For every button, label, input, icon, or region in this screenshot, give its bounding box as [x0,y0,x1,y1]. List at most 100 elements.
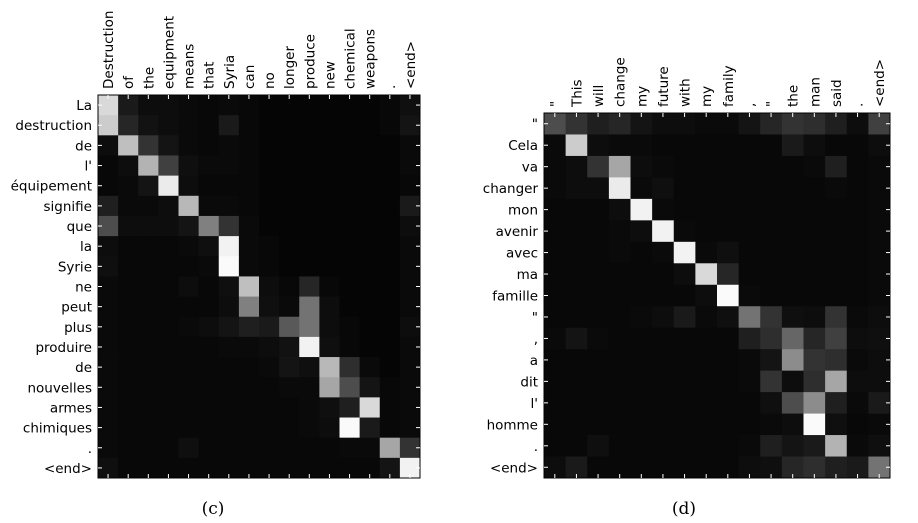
heatmap-cell-d-r4-c5 [652,198,675,221]
heatmap-cell-d-r7-c15 [868,263,891,286]
heatmap-cell-d-r6-c5 [652,241,675,264]
heatmap-cell-c-r16-c5 [198,417,220,439]
heatmap-cell-c-r4-c7 [238,175,260,197]
heatmap-cell-c-r9-c11 [319,276,340,297]
heatmap-cell-c-r4-c13 [359,175,381,197]
heatmap-cell-d-r9-c8 [717,306,740,329]
heatmap-cell-d-r6-c2 [587,241,610,264]
heatmap-cell-d-r11-c10 [760,349,783,372]
heatmap-cell-d-r15-c5 [652,435,675,457]
heatmap-cell-c-r10-c13 [359,296,381,318]
heatmap-cell-d-r15-c7 [695,435,718,457]
x-tick-label-d-15: <end> [872,59,888,107]
heatmap-cell-d-r13-c7 [695,392,718,414]
heatmap-cell-c-r4-c9 [279,175,300,197]
heatmap-cell-d-r1-c13 [825,134,848,157]
x-tick-label-c-12: chemical [343,28,359,89]
heatmap-cell-c-r9-c15 [399,276,421,297]
heatmap-cell-c-r1-c2 [138,115,159,136]
heatmap-cell-c-r12-c10 [299,336,320,358]
heatmap-cell-d-r16-c1 [565,456,588,479]
heatmap-cell-c-r9-c9 [279,276,300,297]
heatmap-cell-d-r12-c12 [803,370,826,393]
y-tick-label-c-4: équipement [11,179,92,195]
heatmap-cell-d-r1-c7 [695,134,718,157]
heatmap-cell-c-r4-c11 [319,175,340,197]
heatmap-cell-c-r9-c8 [259,276,280,297]
heatmap-cell-c-r8-c14 [379,256,401,277]
heatmap-cell-d-r0-c6 [673,113,696,135]
y-tick-label-d-15: . [534,439,538,455]
heatmap-cell-c-r11-c11 [319,316,340,338]
heatmap-cell-c-r11-c12 [339,316,361,338]
heatmap-cell-d-r11-c9 [738,349,761,372]
heatmap-cell-c-r18-c14 [379,457,401,479]
heatmap-cell-d-r13-c11 [781,392,804,414]
heatmap-cell-d-r10-c5 [652,327,675,350]
x-tick-label-d-11: the [786,85,802,107]
heatmap-cell-d-r15-c14 [846,435,869,457]
heatmap-cell-d-r6-c11 [781,241,804,264]
heatmap-cell-d-r3-c8 [717,177,740,200]
heatmap-cell-c-r0-c0 [98,95,119,116]
heatmap-cell-d-r10-c2 [587,327,610,350]
heatmap-cell-c-r2-c11 [319,135,340,156]
heatmap-cell-c-r0-c1 [118,95,139,116]
heatmap-cell-d-r12-c13 [825,370,848,393]
x-tick-label-d-6: with [678,78,694,107]
heatmap-cell-c-r3-c11 [319,155,340,177]
heatmap-cell-c-r9-c12 [339,276,361,297]
heatmap-cell-c-r3-c13 [359,155,381,177]
heatmap-cell-c-r1-c8 [259,115,280,136]
heatmap-cell-c-r8-c2 [138,256,159,277]
heatmap-cell-d-r9-c13 [825,306,848,329]
heatmap-cell-c-r3-c12 [339,155,361,177]
heatmap-cell-d-r5-c3 [608,220,631,243]
y-tick-label-c-9: ne [75,280,92,296]
heatmap-cell-c-r3-c9 [279,155,300,177]
heatmap-cell-d-r15-c2 [587,435,610,457]
heatmap-cell-c-r6-c1 [118,215,139,237]
heatmap-cell-c-r16-c4 [178,417,200,439]
heatmap-cell-d-r1-c9 [738,134,761,157]
heatmap-cell-c-r3-c14 [379,155,401,177]
heatmap-cell-c-r16-c3 [158,417,179,439]
heatmap-cell-c-r16-c11 [319,417,340,439]
heatmap-cell-d-r7-c11 [781,263,804,286]
heatmap-panel-d: (d) " This will change my future with my family,… [483,57,891,519]
heatmap-cell-d-r6-c8 [717,241,740,264]
heatmap-cell-d-r8-c4 [630,284,653,307]
heatmap-cell-c-r15-c8 [259,397,280,418]
x-tick-label-c-14: . [383,85,399,89]
heatmap-cell-c-r16-c12 [339,417,361,439]
heatmap-cell-c-r14-c15 [399,377,421,398]
heatmap-cell-d-r16-c14 [846,456,869,479]
heatmap-cell-d-r10-c11 [781,327,804,350]
heatmap-cell-c-r11-c2 [138,316,159,338]
heatmap-cell-c-r17-c12 [339,437,361,459]
heatmap-cell-d-r16-c12 [803,456,826,479]
heatmap-cell-c-r14-c3 [158,377,179,398]
heatmap-cell-c-r0-c2 [138,95,159,116]
y-tick-label-c-16: chimiques [23,421,92,437]
heatmap-cell-c-r10-c9 [279,296,300,318]
heatmap-cell-c-r1-c14 [379,115,401,136]
y-tick-label-c-8: Syrie [58,259,92,275]
heatmap-cell-c-r14-c5 [198,377,220,398]
heatmap-cell-c-r17-c14 [379,437,401,459]
heatmap-cell-d-r15-c8 [717,435,740,457]
heatmap-cell-c-r14-c1 [118,377,139,398]
heatmap-cell-c-r12-c12 [339,336,361,358]
x-tick-label-d-0: " [548,101,564,107]
heatmap-cell-d-r11-c4 [630,349,653,372]
heatmap-cell-c-r11-c1 [118,316,139,338]
heatmap-cell-d-r4-c9 [738,198,761,221]
heatmap-cell-d-r2-c7 [695,155,718,178]
heatmap-cell-d-r9-c12 [803,306,826,329]
heatmap-cell-c-r13-c13 [359,357,381,378]
heatmap-cell-c-r15-c14 [379,397,401,418]
heatmap-cell-d-r15-c13 [825,435,848,457]
heatmap-cell-d-r2-c6 [673,155,696,178]
heatmap-cell-d-r9-c4 [630,306,653,329]
heatmap-cell-c-r6-c4 [178,215,200,237]
